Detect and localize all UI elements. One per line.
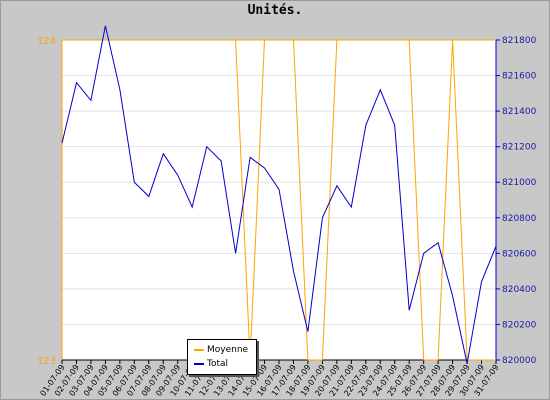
legend-label-moyenne: Moyenne xyxy=(207,345,248,355)
right-tick-label: 821800 xyxy=(502,36,537,46)
right-tick-label: 820800 xyxy=(502,214,537,224)
right-tick-label: 821000 xyxy=(502,178,537,188)
right-tick-label: 821600 xyxy=(502,72,537,82)
plot-area xyxy=(62,40,496,360)
right-tick-label: 820000 xyxy=(502,356,537,366)
legend-entry-total: Total xyxy=(194,358,228,370)
legend-swatch-moyenne xyxy=(194,349,204,351)
right-tick-label: 821400 xyxy=(502,107,537,117)
left-tick-label: 123 xyxy=(37,356,56,367)
right-tick-label: 821200 xyxy=(502,143,537,153)
legend: Moyenne Total xyxy=(187,339,257,375)
right-tick-label: 820400 xyxy=(502,285,537,295)
legend-swatch-total xyxy=(194,363,204,365)
legend-label-total: Total xyxy=(207,359,228,369)
left-tick-label: 124 xyxy=(37,36,56,47)
right-tick-label: 820600 xyxy=(502,249,537,259)
legend-entry-moyenne: Moyenne xyxy=(194,344,248,356)
right-tick-label: 820200 xyxy=(502,320,537,330)
